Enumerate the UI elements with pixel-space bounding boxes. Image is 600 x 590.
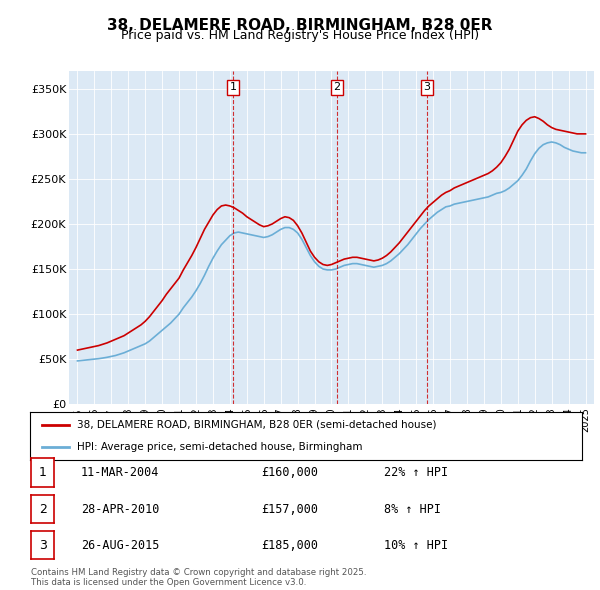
Text: £185,000: £185,000 bbox=[261, 539, 318, 552]
Text: 38, DELAMERE ROAD, BIRMINGHAM, B28 0ER: 38, DELAMERE ROAD, BIRMINGHAM, B28 0ER bbox=[107, 18, 493, 32]
Text: 11-MAR-2004: 11-MAR-2004 bbox=[81, 466, 160, 479]
Text: 8% ↑ HPI: 8% ↑ HPI bbox=[384, 503, 441, 516]
Text: 28-APR-2010: 28-APR-2010 bbox=[81, 503, 160, 516]
Text: £160,000: £160,000 bbox=[261, 466, 318, 479]
Text: 22% ↑ HPI: 22% ↑ HPI bbox=[384, 466, 448, 479]
Text: 3: 3 bbox=[38, 539, 47, 552]
Text: Contains HM Land Registry data © Crown copyright and database right 2025.
This d: Contains HM Land Registry data © Crown c… bbox=[31, 568, 367, 587]
Text: 10% ↑ HPI: 10% ↑ HPI bbox=[384, 539, 448, 552]
Text: 1: 1 bbox=[38, 466, 47, 479]
Text: 1: 1 bbox=[230, 83, 236, 93]
Text: 38, DELAMERE ROAD, BIRMINGHAM, B28 0ER (semi-detached house): 38, DELAMERE ROAD, BIRMINGHAM, B28 0ER (… bbox=[77, 420, 436, 430]
Text: Price paid vs. HM Land Registry's House Price Index (HPI): Price paid vs. HM Land Registry's House … bbox=[121, 30, 479, 42]
Text: 2: 2 bbox=[334, 83, 340, 93]
Text: 2: 2 bbox=[38, 503, 47, 516]
Text: 3: 3 bbox=[424, 83, 431, 93]
Text: HPI: Average price, semi-detached house, Birmingham: HPI: Average price, semi-detached house,… bbox=[77, 442, 362, 452]
Text: £157,000: £157,000 bbox=[261, 503, 318, 516]
Text: 26-AUG-2015: 26-AUG-2015 bbox=[81, 539, 160, 552]
